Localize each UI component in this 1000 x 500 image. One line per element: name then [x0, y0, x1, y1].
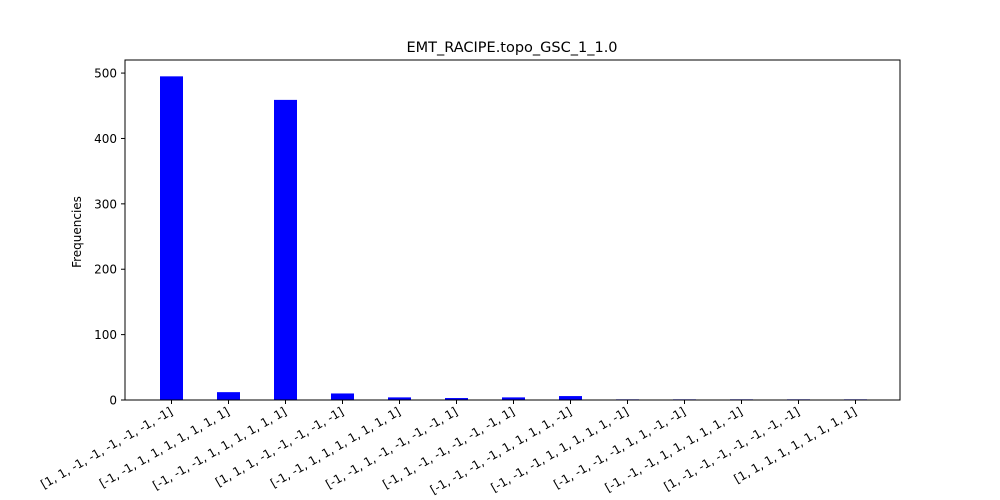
- y-tick-label: 100: [94, 328, 117, 342]
- bar: [160, 76, 183, 400]
- x-axis: [1, 1, -1, -1, -1, -1, -1, -1][-1, -1, 1…: [38, 400, 859, 497]
- bar: [274, 99, 297, 400]
- bar: [445, 398, 468, 400]
- y-axis-label: Frequencies: [70, 196, 84, 268]
- y-tick-label: 200: [94, 263, 117, 277]
- y-axis: 0 100 200 300 400 500: [94, 67, 125, 408]
- bar: [388, 397, 411, 400]
- y-tick-label: 500: [94, 67, 117, 81]
- y-tick-label: 0: [109, 394, 117, 408]
- y-tick-label: 300: [94, 197, 117, 211]
- bar: [331, 393, 354, 400]
- y-tick-label: 400: [94, 132, 117, 146]
- bar: [502, 397, 525, 400]
- bar: [559, 396, 582, 400]
- plot-frame: [124, 59, 901, 401]
- bar: [217, 392, 240, 400]
- chart-title: EMT_RACIPE.topo_GSC_1_1.0: [406, 40, 617, 56]
- bars-group: [160, 76, 867, 400]
